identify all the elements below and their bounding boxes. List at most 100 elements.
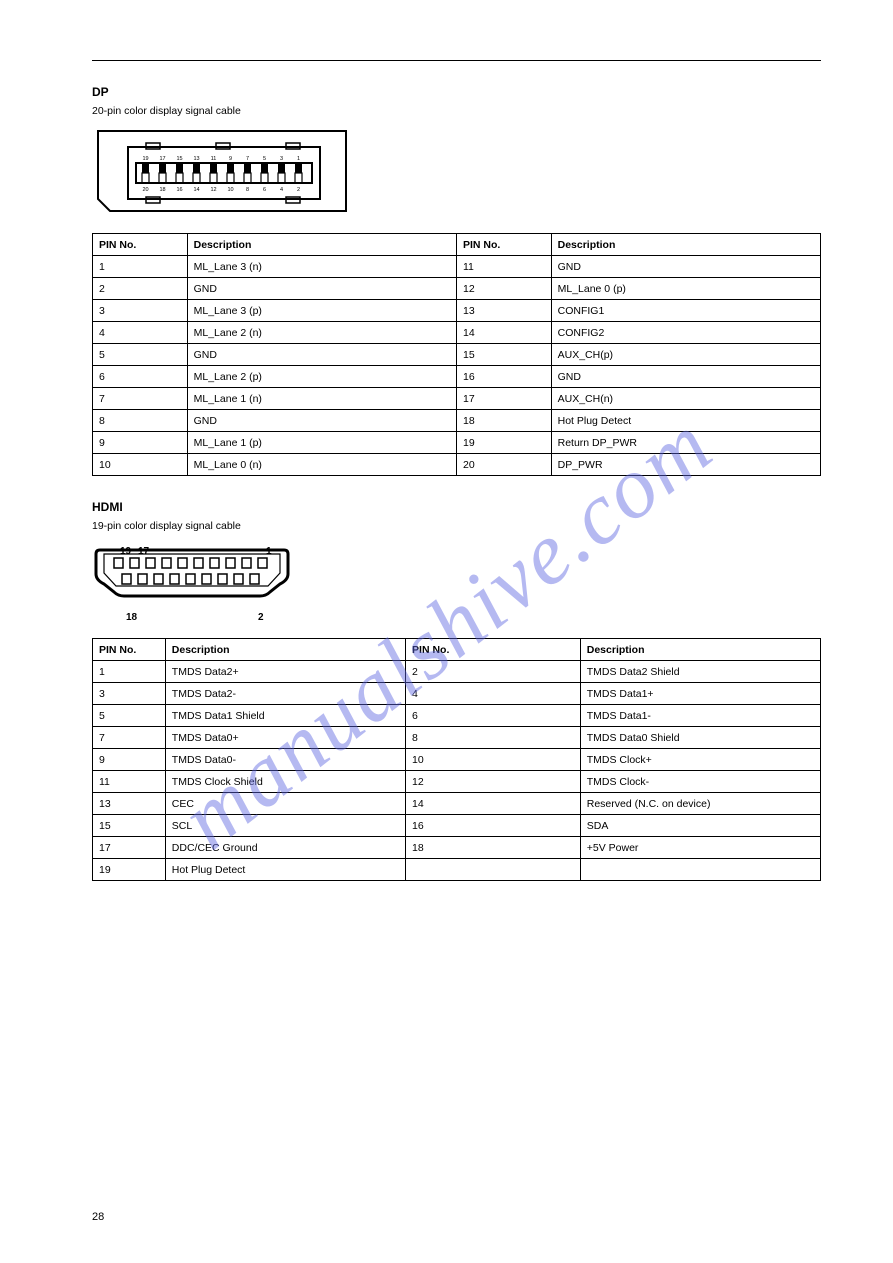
hdmi-sub: 19-pin color display signal cable [92, 520, 821, 532]
svg-text:9: 9 [229, 156, 232, 162]
table-cell: 16 [406, 815, 581, 837]
table-cell: 3 [93, 300, 188, 322]
svg-text:12: 12 [210, 187, 216, 193]
table-cell: CONFIG2 [551, 322, 820, 344]
dp-connector-figure: 191715131197531 2018161412108642 [92, 125, 821, 221]
hdmi-connector-figure: 19 17 1 18 2 [92, 546, 292, 626]
table-cell: ML_Lane 0 (n) [187, 454, 456, 476]
table-cell: TMDS Data2 Shield [580, 661, 820, 683]
table-cell: 15 [93, 815, 166, 837]
table-row: 10ML_Lane 0 (n)20DP_PWR [93, 454, 821, 476]
svg-text:11: 11 [211, 156, 217, 162]
table-cell: 6 [93, 366, 188, 388]
table-cell: 9 [93, 749, 166, 771]
svg-text:4: 4 [280, 187, 283, 193]
table-cell [406, 859, 581, 881]
table-row: 15SCL16SDA [93, 815, 821, 837]
table-cell: 17 [93, 837, 166, 859]
table-cell: 8 [93, 410, 188, 432]
table-cell: 13 [93, 793, 166, 815]
table-cell: AUX_CH(p) [551, 344, 820, 366]
table-cell: 1 [93, 256, 188, 278]
table-row: 4ML_Lane 2 (n)14CONFIG2 [93, 322, 821, 344]
svg-text:7: 7 [246, 156, 249, 162]
table-cell: 10 [93, 454, 188, 476]
table-cell: ML_Lane 1 (p) [187, 432, 456, 454]
table-cell: 2 [93, 278, 188, 300]
table-cell: ML_Lane 2 (p) [187, 366, 456, 388]
table-cell: TMDS Data2- [165, 683, 405, 705]
hdmi-label-17: 17 [138, 546, 149, 557]
hdmi-pin-table: PIN No. Description PIN No. Description … [92, 638, 821, 881]
table-cell: CEC [165, 793, 405, 815]
table-cell: 11 [93, 771, 166, 793]
table-cell: TMDS Clock- [580, 771, 820, 793]
table-header-row: PIN No. Description PIN No. Description [93, 234, 821, 256]
table-cell: GND [551, 366, 820, 388]
table-cell: ML_Lane 2 (n) [187, 322, 456, 344]
th: Description [187, 234, 456, 256]
table-cell: 7 [93, 388, 188, 410]
table-cell: 4 [93, 322, 188, 344]
table-cell: Hot Plug Detect [551, 410, 820, 432]
table-cell [580, 859, 820, 881]
hdmi-label-18: 18 [126, 612, 137, 623]
svg-text:10: 10 [227, 187, 233, 193]
table-row: 1ML_Lane 3 (n)11GND [93, 256, 821, 278]
table-cell: 3 [93, 683, 166, 705]
table-cell: 10 [406, 749, 581, 771]
table-row: 11TMDS Clock Shield12TMDS Clock- [93, 771, 821, 793]
table-cell: TMDS Data2+ [165, 661, 405, 683]
table-row: 9ML_Lane 1 (p)19Return DP_PWR [93, 432, 821, 454]
table-row: 6ML_Lane 2 (p)16GND [93, 366, 821, 388]
dp-heading: DP [92, 85, 821, 99]
table-cell: Hot Plug Detect [165, 859, 405, 881]
table-row: 7TMDS Data0+8TMDS Data0 Shield [93, 727, 821, 749]
svg-text:1: 1 [297, 156, 300, 162]
table-cell: SCL [165, 815, 405, 837]
hdmi-label-1: 1 [266, 546, 272, 557]
svg-text:14: 14 [193, 187, 199, 193]
table-cell: ML_Lane 3 (n) [187, 256, 456, 278]
th: PIN No. [93, 639, 166, 661]
table-cell: 18 [456, 410, 551, 432]
svg-text:16: 16 [176, 187, 182, 193]
table-cell: SDA [580, 815, 820, 837]
svg-text:2: 2 [297, 187, 300, 193]
table-row: 5GND15AUX_CH(p) [93, 344, 821, 366]
hdmi-label-2: 2 [258, 612, 264, 623]
table-cell: 15 [456, 344, 551, 366]
table-row: 5TMDS Data1 Shield6TMDS Data1- [93, 705, 821, 727]
dp-pin-table: PIN No. Description PIN No. Description … [92, 233, 821, 476]
table-cell: GND [187, 410, 456, 432]
table-cell: 1 [93, 661, 166, 683]
table-cell: 14 [456, 322, 551, 344]
table-row: 3TMDS Data2-4TMDS Data1+ [93, 683, 821, 705]
svg-text:15: 15 [176, 156, 182, 162]
table-cell: DDC/CEC Ground [165, 837, 405, 859]
table-row: 17DDC/CEC Ground18+5V Power [93, 837, 821, 859]
table-cell: 12 [406, 771, 581, 793]
svg-text:5: 5 [263, 156, 266, 162]
table-row: 3ML_Lane 3 (p)13CONFIG1 [93, 300, 821, 322]
table-cell: 20 [456, 454, 551, 476]
top-rule [92, 60, 821, 61]
th: PIN No. [456, 234, 551, 256]
table-cell: +5V Power [580, 837, 820, 859]
table-row: 1TMDS Data2+2TMDS Data2 Shield [93, 661, 821, 683]
table-row: 7ML_Lane 1 (n)17AUX_CH(n) [93, 388, 821, 410]
table-cell: TMDS Data1- [580, 705, 820, 727]
table-cell: 7 [93, 727, 166, 749]
table-cell: 16 [456, 366, 551, 388]
dp-sub: 20-pin color display signal cable [92, 105, 821, 117]
table-row: 13CEC14Reserved (N.C. on device) [93, 793, 821, 815]
table-cell: TMDS Data1 Shield [165, 705, 405, 727]
table-cell: 19 [93, 859, 166, 881]
table-cell: 14 [406, 793, 581, 815]
table-cell: DP_PWR [551, 454, 820, 476]
table-cell: 4 [406, 683, 581, 705]
table-cell: 8 [406, 727, 581, 749]
table-cell: 5 [93, 705, 166, 727]
svg-text:13: 13 [193, 156, 199, 162]
svg-text:17: 17 [159, 156, 165, 162]
